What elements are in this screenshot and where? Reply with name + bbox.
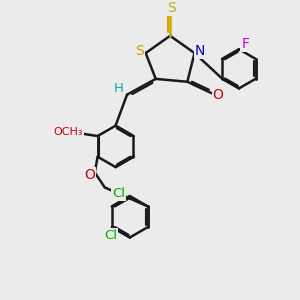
Text: Cl: Cl bbox=[104, 229, 117, 242]
Text: OCH₃: OCH₃ bbox=[53, 127, 83, 137]
Text: H: H bbox=[113, 82, 123, 95]
Text: N: N bbox=[195, 44, 206, 58]
Text: S: S bbox=[167, 1, 176, 15]
Text: Cl: Cl bbox=[112, 187, 125, 200]
Text: O: O bbox=[84, 168, 95, 182]
Text: F: F bbox=[242, 37, 249, 51]
Text: O: O bbox=[213, 88, 224, 102]
Text: S: S bbox=[135, 44, 144, 58]
